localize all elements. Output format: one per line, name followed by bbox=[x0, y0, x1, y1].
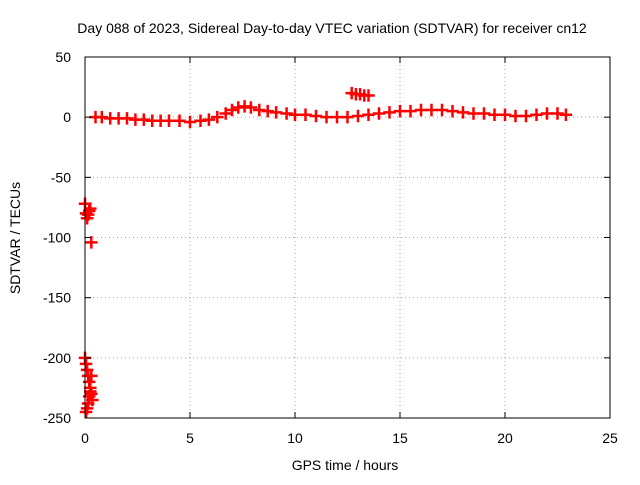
data-point bbox=[456, 106, 470, 119]
data-point bbox=[509, 109, 522, 123]
data-point bbox=[540, 107, 554, 120]
data-point bbox=[446, 104, 459, 118]
x-axis-title: GPS time / hours bbox=[292, 457, 399, 473]
data-point bbox=[383, 106, 396, 119]
data-point bbox=[162, 114, 176, 128]
data-point bbox=[211, 110, 224, 124]
x-tick-label: 10 bbox=[287, 430, 303, 446]
data-point bbox=[85, 236, 98, 249]
data-point bbox=[372, 107, 386, 120]
data-point bbox=[414, 103, 428, 117]
y-tick-label: 50 bbox=[55, 49, 71, 65]
y-tick-label: -50 bbox=[51, 169, 71, 185]
data-series bbox=[89, 100, 573, 129]
y-tick-label: 0 bbox=[63, 109, 71, 125]
data-point bbox=[183, 115, 197, 129]
data-point bbox=[351, 109, 365, 123]
data-point bbox=[519, 109, 533, 123]
data-point bbox=[330, 110, 344, 124]
data-point bbox=[435, 103, 449, 117]
data-point bbox=[559, 108, 573, 122]
x-tick-label: 20 bbox=[497, 430, 513, 446]
data-point bbox=[404, 104, 417, 118]
data-point bbox=[309, 109, 323, 123]
x-tick-label: 0 bbox=[81, 430, 89, 446]
data-point bbox=[85, 369, 98, 383]
x-tick-label: 5 bbox=[186, 430, 194, 446]
data-point bbox=[362, 89, 375, 102]
marks-layer bbox=[78, 86, 573, 419]
y-tick-label: -250 bbox=[43, 410, 71, 426]
data-point bbox=[225, 103, 239, 117]
y-tick-label: -200 bbox=[43, 350, 71, 366]
data-point bbox=[467, 107, 480, 120]
data-point bbox=[393, 104, 407, 118]
ticks-layer bbox=[84, 56, 611, 419]
data-point bbox=[530, 108, 543, 122]
data-point bbox=[173, 114, 186, 128]
data-point bbox=[341, 110, 354, 124]
labels-layer: 0 5 10 15 20 25 -250 -200 -150 -100 -50 0 50 bbox=[43, 49, 618, 446]
y-tick-label: -100 bbox=[43, 230, 71, 246]
data-point bbox=[202, 113, 216, 126]
data-point bbox=[244, 101, 258, 114]
data-point bbox=[498, 108, 512, 122]
data-series bbox=[78, 197, 99, 419]
data-point bbox=[84, 202, 97, 215]
data-point bbox=[269, 106, 283, 119]
data-point bbox=[362, 108, 375, 122]
data-point bbox=[299, 108, 312, 122]
data-point bbox=[320, 110, 333, 124]
chart-title: Day 088 of 2023, Sidereal Day-to-day VTE… bbox=[77, 20, 587, 36]
data-point bbox=[219, 107, 232, 120]
data-point bbox=[84, 385, 97, 398]
x-tick-label: 15 bbox=[392, 430, 408, 446]
data-point bbox=[477, 107, 491, 120]
data-point bbox=[288, 108, 302, 122]
y-axis-title: SDTVAR / TECUs bbox=[7, 182, 23, 294]
y-tick-label: -150 bbox=[43, 290, 71, 306]
data-series bbox=[345, 86, 375, 102]
data-point bbox=[488, 108, 501, 122]
data-point bbox=[425, 103, 438, 117]
x-tick-label: 25 bbox=[602, 430, 618, 446]
